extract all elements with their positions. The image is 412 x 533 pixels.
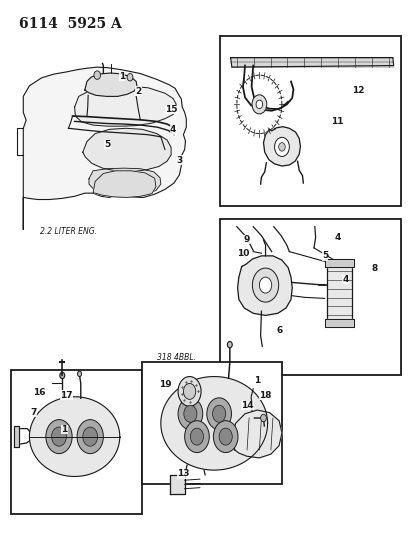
Circle shape — [261, 414, 267, 422]
Text: 7: 7 — [30, 408, 37, 417]
Text: 13: 13 — [177, 470, 190, 478]
Bar — [220, 36, 401, 206]
Polygon shape — [89, 168, 161, 196]
Polygon shape — [231, 58, 393, 67]
Polygon shape — [85, 73, 137, 96]
Polygon shape — [23, 67, 186, 229]
Text: 1: 1 — [119, 71, 125, 80]
Polygon shape — [238, 256, 292, 316]
Text: 9: 9 — [244, 235, 250, 244]
Text: 11: 11 — [331, 117, 344, 126]
Polygon shape — [161, 376, 267, 470]
Text: 19: 19 — [159, 380, 171, 389]
Polygon shape — [264, 127, 300, 166]
Circle shape — [260, 277, 272, 293]
Bar — [220, 219, 401, 375]
Polygon shape — [83, 128, 171, 172]
Polygon shape — [14, 426, 19, 447]
Text: 4: 4 — [342, 275, 349, 284]
Circle shape — [183, 383, 196, 399]
Circle shape — [77, 419, 103, 454]
Text: 2.2 LITER ENG.: 2.2 LITER ENG. — [40, 227, 97, 236]
Text: 12: 12 — [352, 85, 364, 94]
Bar — [11, 370, 143, 514]
Text: 318 4BBL.: 318 4BBL. — [157, 353, 196, 362]
Text: 1: 1 — [254, 376, 260, 385]
Circle shape — [178, 376, 201, 406]
Text: 6114  5925 A: 6114 5925 A — [19, 17, 122, 30]
Circle shape — [94, 71, 101, 79]
Circle shape — [279, 143, 285, 151]
Text: 4: 4 — [170, 125, 176, 134]
Text: 6: 6 — [277, 326, 283, 335]
Circle shape — [178, 398, 203, 430]
Circle shape — [184, 405, 197, 422]
Text: 3: 3 — [176, 156, 183, 165]
Text: 8: 8 — [371, 264, 377, 272]
Polygon shape — [170, 475, 185, 494]
Polygon shape — [93, 171, 156, 197]
Text: 5: 5 — [104, 140, 110, 149]
Polygon shape — [327, 264, 352, 322]
Text: 17: 17 — [60, 391, 73, 400]
Circle shape — [256, 100, 263, 109]
Circle shape — [190, 428, 204, 445]
Circle shape — [185, 421, 209, 453]
Circle shape — [52, 427, 66, 446]
Text: 14: 14 — [241, 401, 253, 410]
Text: 16: 16 — [33, 388, 45, 397]
Text: 5: 5 — [322, 252, 328, 260]
Circle shape — [83, 427, 98, 446]
Circle shape — [60, 372, 65, 378]
Circle shape — [253, 268, 279, 302]
Text: 15: 15 — [165, 105, 177, 114]
Circle shape — [213, 421, 238, 453]
Circle shape — [274, 138, 289, 157]
Text: 2: 2 — [135, 86, 141, 95]
Polygon shape — [325, 259, 354, 267]
Circle shape — [127, 74, 133, 81]
Polygon shape — [30, 397, 120, 477]
Circle shape — [219, 428, 232, 445]
Circle shape — [46, 419, 72, 454]
Circle shape — [77, 371, 82, 376]
Text: 18: 18 — [259, 391, 272, 400]
Text: 10: 10 — [237, 249, 249, 258]
Polygon shape — [325, 319, 354, 327]
Text: 4: 4 — [334, 233, 341, 242]
Polygon shape — [75, 86, 176, 126]
Text: 1: 1 — [61, 425, 68, 434]
Polygon shape — [233, 410, 282, 458]
Circle shape — [213, 405, 226, 422]
Bar — [143, 362, 282, 484]
Circle shape — [207, 398, 232, 430]
Circle shape — [252, 95, 267, 114]
Circle shape — [227, 342, 232, 348]
Text: 318 2BBL.: 318 2BBL. — [64, 500, 103, 510]
